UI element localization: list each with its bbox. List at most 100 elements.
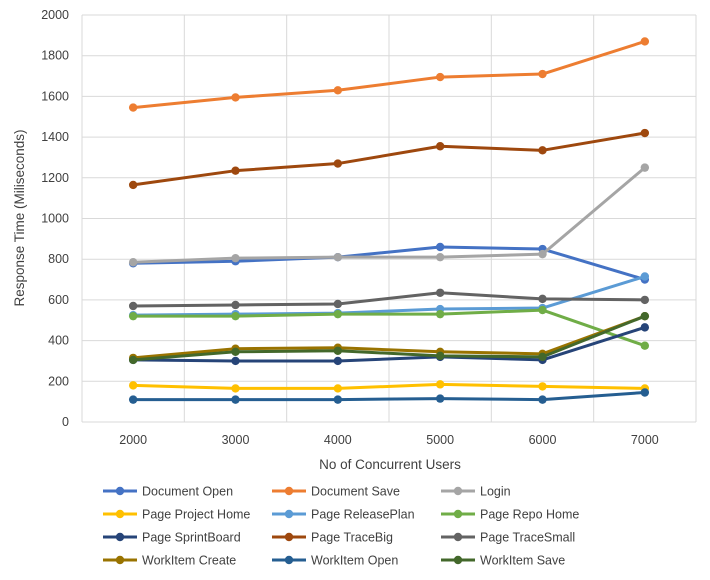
legend-item: Document Save [272, 485, 400, 499]
data-point [538, 305, 547, 315]
data-point [640, 341, 650, 350]
series-line [131, 39, 647, 110]
series-lines [128, 37, 650, 404]
data-point [128, 301, 138, 311]
data-point [538, 69, 547, 79]
data-point [538, 352, 547, 362]
data-point [640, 295, 650, 305]
legend-swatch-marker [453, 509, 463, 519]
legend-swatch-marker [284, 532, 294, 542]
data-point [640, 37, 650, 46]
data-point [435, 72, 445, 82]
series-line [131, 274, 647, 317]
y-tick-label: 600 [48, 293, 69, 307]
data-point [435, 288, 445, 297]
series-line [131, 390, 647, 402]
series-login [128, 163, 650, 267]
data-point [435, 242, 445, 252]
data-point [231, 93, 240, 102]
x-axis-title: No of Concurrent Users [319, 457, 461, 472]
data-point [333, 395, 343, 404]
x-tick-label: 3000 [222, 433, 250, 447]
data-point [435, 309, 445, 319]
legend-swatch-marker [284, 509, 294, 519]
legend-item: Page Repo Home [441, 508, 579, 522]
legend-swatch-marker [115, 509, 125, 519]
series-document-save [128, 37, 650, 112]
data-point [128, 180, 138, 190]
data-point [538, 146, 547, 155]
legend-label: WorkItem Open [311, 554, 398, 568]
data-point [128, 258, 138, 267]
data-point [333, 159, 343, 168]
series-line [131, 308, 647, 348]
data-point [640, 311, 650, 321]
legend-label: Document Save [311, 485, 400, 499]
legend-swatch-marker [453, 486, 463, 496]
series-line [131, 131, 647, 187]
data-point [231, 395, 240, 404]
legend-label: Page TraceBig [311, 531, 393, 545]
data-point [640, 272, 650, 281]
y-tick-label: 2000 [41, 8, 69, 22]
y-tick-label: 200 [48, 374, 69, 388]
y-axis-title: Response Time (Miliseconds) [12, 129, 27, 306]
x-tick-label: 7000 [631, 433, 659, 447]
data-point [538, 395, 547, 404]
series-page-tracebig [128, 128, 650, 190]
legend-label: Page TraceSmall [480, 531, 575, 545]
x-tick-label: 6000 [529, 433, 557, 447]
data-point [640, 323, 650, 332]
legend-swatch-marker [453, 532, 463, 542]
data-point [333, 356, 343, 366]
legend-item: Page ReleasePlan [272, 508, 415, 522]
data-point [640, 163, 650, 172]
x-tick-label: 4000 [324, 433, 352, 447]
legend-swatch-marker [453, 555, 463, 565]
legend-swatch-marker [115, 532, 125, 542]
legend-label: Page Project Home [142, 508, 250, 522]
y-tick-label: 1400 [41, 130, 69, 144]
data-point [640, 128, 650, 138]
series-line [131, 314, 647, 360]
data-point [128, 381, 138, 390]
data-point [231, 253, 240, 263]
legend-swatch-marker [115, 555, 125, 565]
data-point [435, 394, 445, 403]
legend-swatch-marker [284, 555, 294, 565]
data-point [435, 142, 445, 151]
series-line [131, 245, 647, 282]
data-point [333, 346, 343, 355]
legend-label: Document Open [142, 485, 233, 499]
legend-item: Page TraceBig [272, 531, 393, 545]
data-point [128, 103, 138, 112]
legend-label: WorkItem Create [142, 554, 236, 568]
y-tick-label: 0 [62, 415, 69, 429]
legend-swatch-marker [284, 486, 294, 496]
axes: 0 200 400 600 800 1000 1200 1400 1600 1800 2000 200… [41, 8, 659, 447]
y-tick-label: 1600 [41, 89, 69, 103]
y-tick-label: 1800 [41, 49, 69, 63]
series-page-tracesmall [128, 288, 650, 311]
x-tick-label: 2000 [119, 433, 147, 447]
data-point [435, 351, 445, 361]
data-point [333, 309, 343, 319]
series-line [131, 291, 647, 308]
data-point [538, 382, 547, 391]
series-line [131, 325, 647, 363]
data-point [333, 252, 343, 262]
legend-item: WorkItem Create [103, 554, 236, 568]
data-point [231, 356, 240, 366]
series-page-repo-home [128, 305, 650, 350]
data-point [231, 384, 240, 393]
data-point [333, 299, 343, 309]
legend-label: Page Repo Home [480, 508, 579, 522]
data-point [128, 311, 138, 321]
series-line [131, 166, 647, 264]
series-workitem-save [128, 311, 650, 365]
y-tick-label: 400 [48, 334, 69, 348]
y-tick-label: 800 [48, 252, 69, 266]
data-point [231, 311, 240, 321]
